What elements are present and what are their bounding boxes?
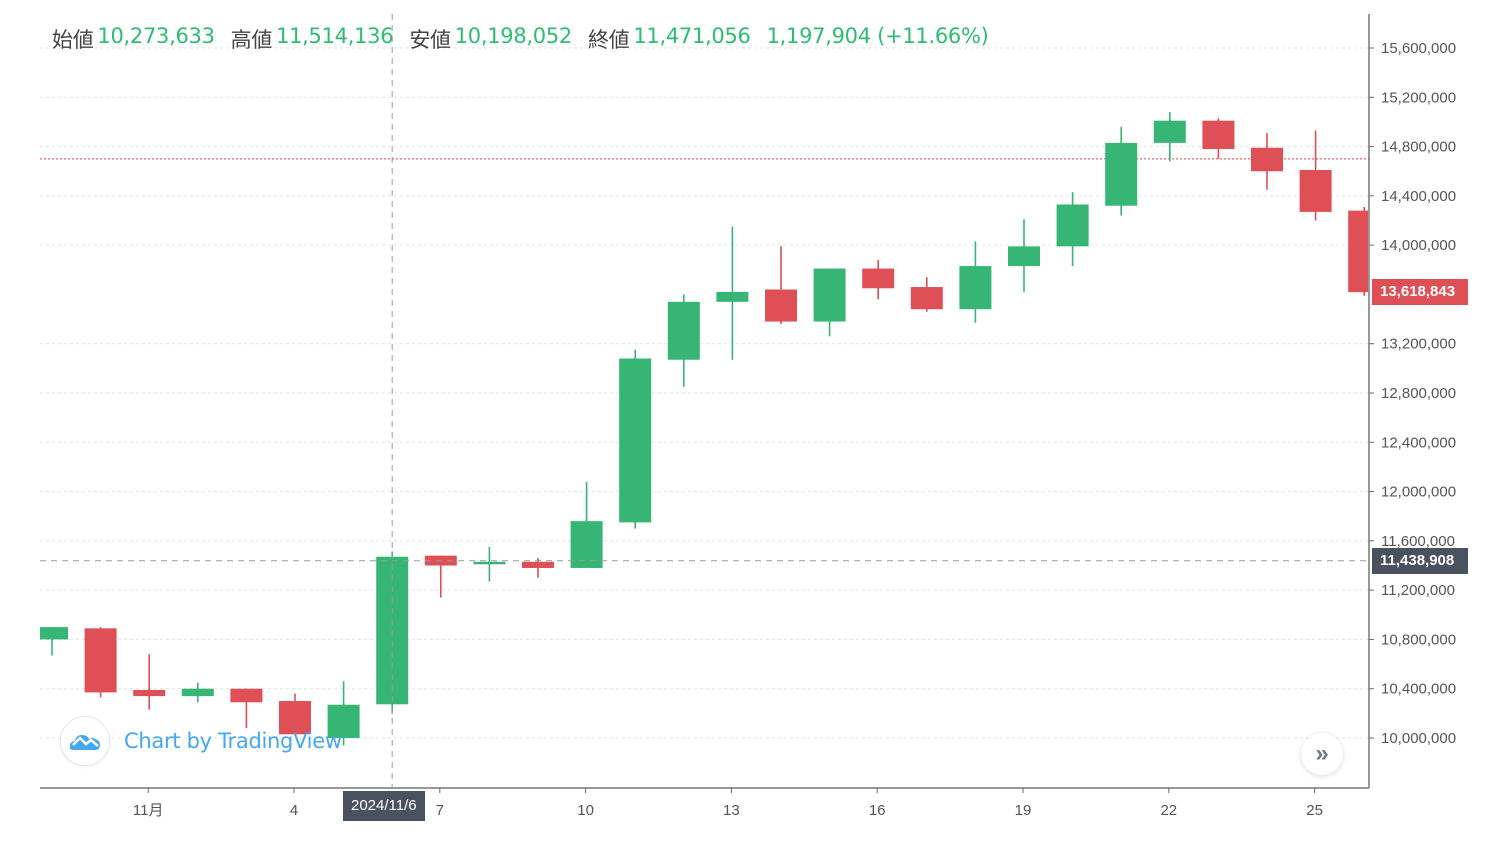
high-value: 11,514,136 [276, 24, 394, 48]
candle[interactable] [619, 349, 652, 529]
x-tick-label: 16 [869, 802, 886, 819]
open-value: 10,273,633 [97, 24, 215, 48]
y-tick-label: 12,800,000 [1381, 385, 1456, 402]
tradingview-watermark[interactable]: Chart by TradingView [60, 716, 342, 766]
candles [40, 112, 1368, 746]
y-tick-label: 11,600,000 [1381, 533, 1455, 550]
x-tick-label: 10 [577, 802, 594, 819]
candle[interactable] [40, 627, 68, 656]
x-tick-label: 22 [1160, 802, 1177, 819]
scroll-to-realtime-button[interactable]: » [1301, 733, 1343, 775]
candle[interactable] [765, 246, 797, 325]
candle[interactable] [570, 481, 603, 568]
candle[interactable] [1251, 133, 1283, 190]
candle[interactable] [84, 627, 117, 698]
candle[interactable] [862, 259, 895, 300]
y-tick-label: 13,200,000 [1381, 336, 1456, 353]
candle[interactable] [716, 226, 749, 360]
double-chevron-right-icon: » [1315, 740, 1329, 767]
tradingview-cloud-icon [60, 716, 110, 766]
x-tick-label: 19 [1015, 802, 1032, 819]
candle[interactable] [813, 268, 846, 337]
candle[interactable] [473, 547, 506, 582]
candle[interactable] [910, 277, 943, 312]
candle[interactable] [327, 681, 360, 746]
y-tick-label: 15,200,000 [1381, 89, 1456, 106]
candle[interactable] [133, 654, 166, 710]
x-tick-label: 7 [436, 802, 444, 819]
close-value: 11,471,056 [633, 24, 751, 48]
crosshair-price-tag: 11,438,908 [1372, 547, 1468, 574]
x-tick-label: 4 [290, 802, 298, 819]
candle[interactable] [667, 294, 700, 387]
low-value: 10,198,052 [454, 24, 573, 48]
y-tick-label: 14,800,000 [1381, 139, 1456, 156]
y-tick-label: 11,200,000 [1381, 582, 1455, 599]
change-value: 1,197,904 (+11.66%) [766, 24, 989, 48]
candle[interactable] [181, 682, 214, 703]
y-tick-label: 15,600,000 [1381, 40, 1456, 57]
y-tick-label: 10,000,000 [1381, 730, 1456, 747]
low-label: 安値 [409, 28, 451, 52]
x-tick-label: 11月 [133, 802, 164, 819]
y-tick-label: 12,000,000 [1381, 484, 1456, 501]
y-tick-label: 14,000,000 [1381, 237, 1456, 254]
watermark-text: Chart by TradingView [124, 729, 342, 753]
crosshair-date-tag: 2024/11/6 [343, 791, 425, 821]
last-price-tag: 13,618,843 [1372, 279, 1468, 306]
candle[interactable] [1008, 219, 1040, 292]
candle[interactable] [230, 688, 263, 729]
candle[interactable] [1299, 130, 1332, 221]
y-tick-label: 12,400,000 [1381, 434, 1456, 451]
open-label: 始値 [52, 28, 94, 52]
ohlc-legend: 始値 10,273,633 高値 11,514,136 安値 10,198,05… [52, 24, 989, 54]
x-tick-label: 13 [723, 802, 740, 819]
y-tick-label: 14,400,000 [1381, 188, 1456, 205]
close-label: 終値 [587, 28, 630, 52]
y-tick-label: 10,400,000 [1381, 681, 1456, 698]
candle[interactable] [424, 555, 457, 598]
candle[interactable] [279, 693, 311, 735]
candle[interactable] [522, 558, 554, 578]
candle[interactable] [1153, 112, 1186, 162]
candle[interactable] [1105, 126, 1138, 216]
candle[interactable] [1348, 206, 1368, 296]
candle[interactable] [959, 241, 992, 323]
y-tick-label: 10,800,000 [1381, 631, 1456, 648]
candle[interactable] [1202, 118, 1235, 159]
high-label: 高値 [230, 28, 273, 52]
candle[interactable] [1056, 192, 1089, 267]
x-tick-label: 25 [1306, 802, 1323, 819]
